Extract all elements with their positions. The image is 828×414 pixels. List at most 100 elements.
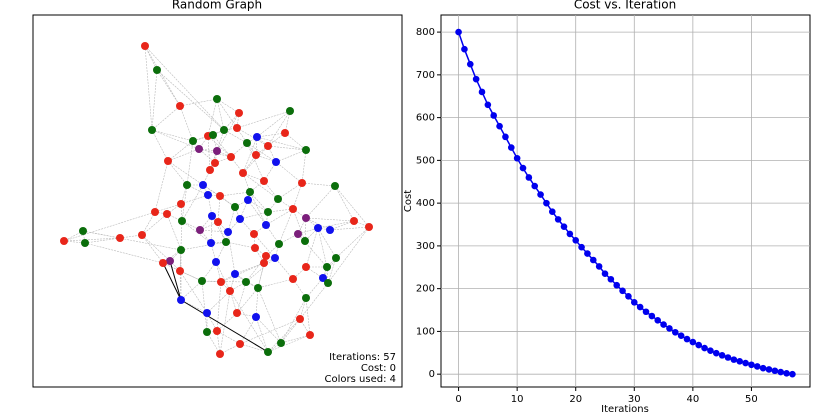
edge [219, 191, 251, 197]
y-tick-label: 400 [416, 198, 435, 209]
x-tick-label: 40 [686, 394, 699, 405]
node [203, 328, 211, 336]
node [163, 210, 171, 218]
cost-point [777, 368, 785, 376]
edge [216, 312, 238, 332]
x-tick-label: 0 [455, 394, 461, 405]
node [275, 240, 283, 248]
node [319, 274, 327, 282]
edge [179, 270, 208, 314]
edge [257, 287, 282, 344]
cost-point [765, 366, 773, 373]
edge [253, 233, 256, 249]
edge [151, 105, 181, 131]
edge [223, 129, 248, 144]
node [214, 218, 222, 226]
edge [84, 237, 121, 244]
edge [249, 191, 267, 226]
edge [245, 281, 259, 289]
cost-point [490, 112, 498, 119]
edge [242, 136, 258, 174]
edge [206, 290, 231, 314]
edge [180, 194, 209, 205]
node [296, 315, 304, 323]
cost-point [502, 133, 509, 141]
edge [267, 110, 291, 147]
node [302, 263, 310, 271]
cost-point [496, 122, 503, 130]
node [183, 181, 191, 189]
node [212, 258, 220, 266]
node [264, 348, 272, 356]
node [281, 129, 289, 137]
cost-point [466, 60, 474, 68]
edge [227, 231, 236, 275]
edge [227, 206, 236, 233]
node [253, 133, 261, 141]
node [164, 157, 172, 165]
edge [180, 241, 227, 251]
edge [239, 316, 257, 345]
edge [236, 287, 259, 314]
cost-point [472, 75, 480, 83]
edge [278, 208, 294, 245]
edge [211, 215, 227, 243]
node [151, 208, 159, 216]
cost-point [654, 316, 662, 324]
cost-point [572, 237, 580, 244]
node [79, 227, 87, 235]
node [178, 217, 186, 225]
cost-point [519, 164, 527, 172]
edge [239, 343, 269, 353]
edge [210, 215, 213, 244]
edge [212, 134, 232, 158]
node [274, 195, 282, 203]
edge [169, 260, 181, 272]
node [326, 226, 334, 234]
edge [216, 98, 238, 129]
cost-point [560, 223, 568, 230]
cost-point [695, 341, 703, 349]
node [206, 166, 214, 174]
edge [63, 211, 156, 242]
node [141, 42, 149, 50]
node [208, 212, 216, 220]
edge [317, 227, 328, 268]
annotation: Colors used: 4 [325, 374, 396, 385]
edge [329, 220, 355, 231]
cost-point [461, 45, 468, 53]
edge [335, 226, 370, 259]
cost-point [595, 263, 603, 270]
edge [186, 140, 194, 186]
cost-point [748, 361, 755, 369]
edge [141, 234, 171, 262]
edge [234, 273, 247, 283]
cost-point [712, 349, 720, 357]
cost-point [689, 338, 697, 346]
node [60, 237, 68, 245]
annotation: Cost: 0 [361, 363, 396, 374]
edge [275, 149, 307, 163]
edge [274, 257, 294, 280]
edge [305, 227, 319, 268]
node [116, 234, 124, 242]
edge [166, 213, 182, 251]
edge [239, 318, 301, 345]
cost-point [619, 287, 626, 295]
edge [255, 287, 259, 318]
edge [207, 135, 232, 158]
node [231, 203, 239, 211]
edge [299, 282, 329, 320]
node [198, 277, 206, 285]
cost-point [589, 256, 597, 264]
node [271, 254, 279, 262]
edge [256, 132, 286, 138]
graph-frame [32, 14, 403, 388]
edge [277, 182, 303, 200]
edge [167, 160, 204, 186]
cost-point [578, 243, 585, 251]
cost-point [543, 199, 550, 207]
node [252, 151, 260, 159]
node [331, 182, 339, 190]
